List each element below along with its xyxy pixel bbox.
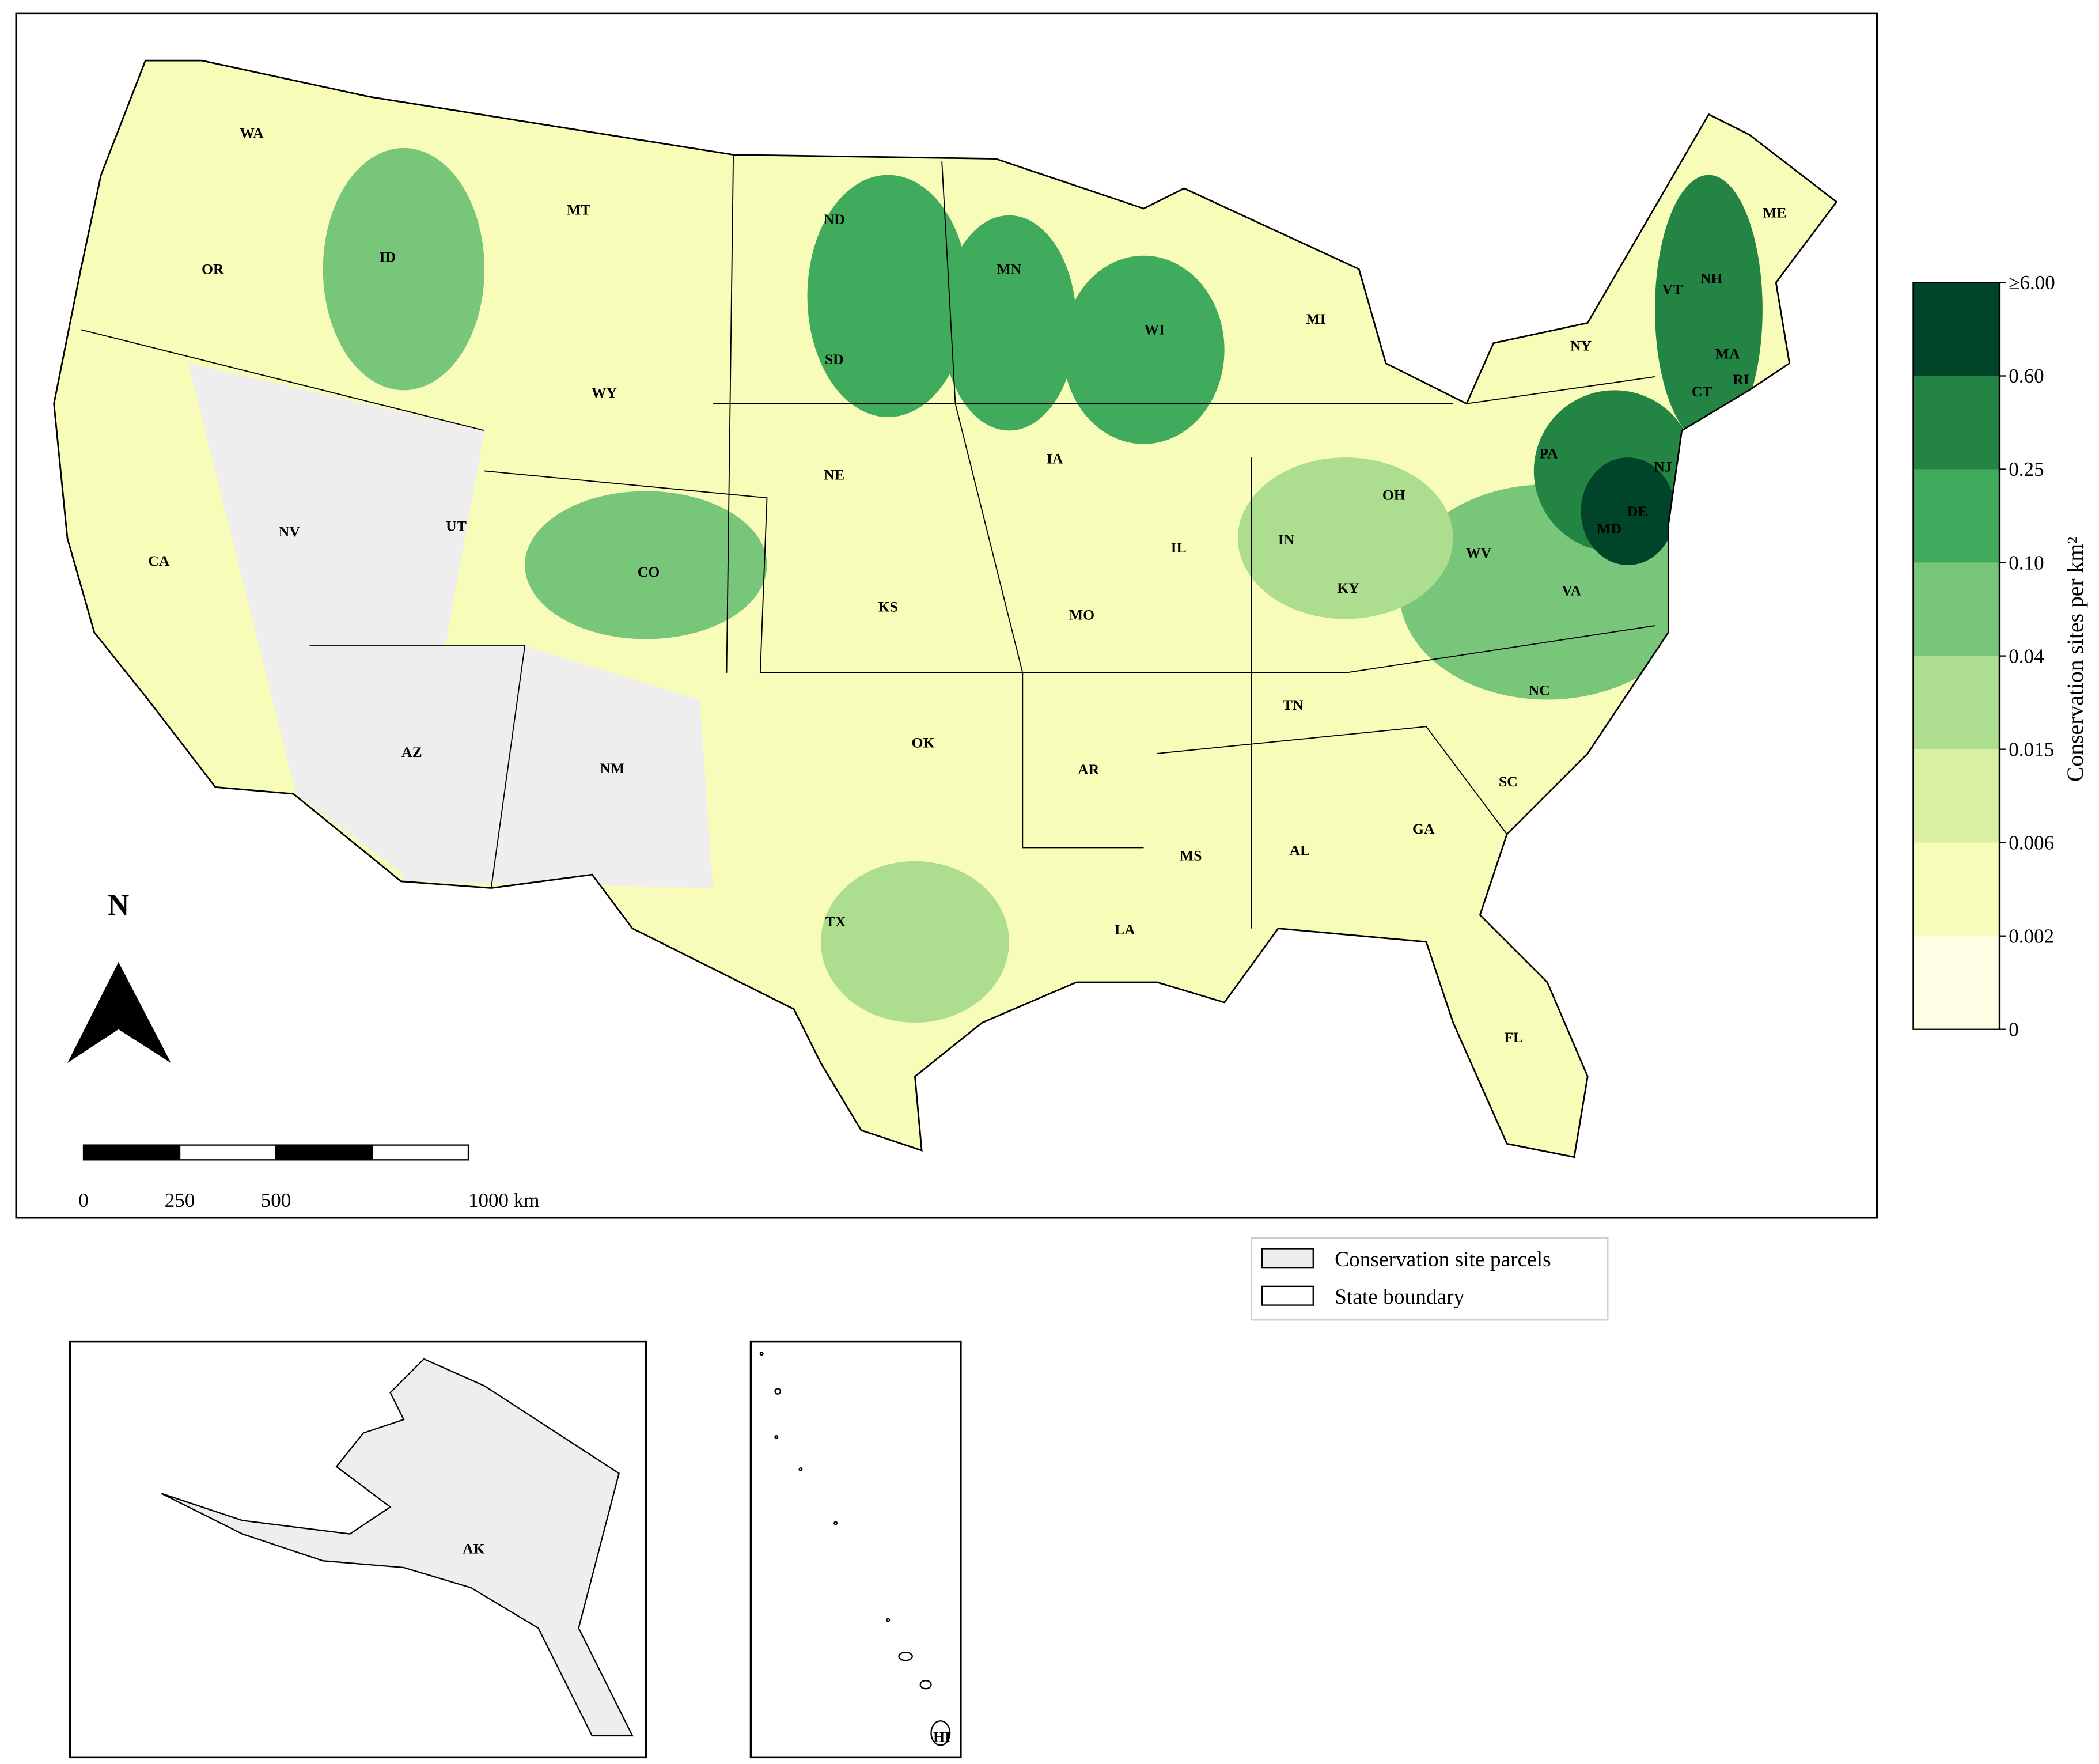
state-label: ME xyxy=(1763,204,1786,221)
state-label: NH xyxy=(1700,270,1723,287)
state-label: MS xyxy=(1180,847,1202,864)
scale-label: 500 xyxy=(261,1189,291,1212)
state-label: NM xyxy=(600,760,625,777)
state-label: OK xyxy=(911,734,934,751)
state-label: WY xyxy=(592,384,617,401)
state-label: AR xyxy=(1078,761,1100,778)
state-label: PA xyxy=(1539,445,1558,461)
state-label: IN xyxy=(1278,531,1295,548)
colorbar-class xyxy=(1913,376,1999,470)
state-label: DE xyxy=(1627,503,1648,520)
state-label: WA xyxy=(240,124,264,141)
state-label: NJ xyxy=(1654,459,1672,475)
state-label: SC xyxy=(1499,773,1518,790)
state-label: LA xyxy=(1115,921,1135,938)
patch xyxy=(820,861,1009,1023)
scale-segment xyxy=(82,1144,181,1161)
colorbar-tick-label: 0 xyxy=(2009,1018,2019,1040)
colorbar-tick-label: 0.60 xyxy=(2009,365,2044,387)
colorbar-tick-label: 0.04 xyxy=(2009,645,2044,667)
scale-segment xyxy=(179,1144,277,1161)
state-label: NC xyxy=(1529,682,1550,698)
state-label: AL xyxy=(1290,842,1310,858)
state-label: RI xyxy=(1733,371,1749,388)
state-label: OH xyxy=(1382,487,1405,504)
parcel-area xyxy=(309,646,714,888)
state-label: CO xyxy=(638,563,660,580)
scale-segment xyxy=(275,1144,373,1161)
colorbar-tick-label: 0.002 xyxy=(2009,925,2054,947)
state-label: NY xyxy=(1570,337,1592,354)
hawaii-islands xyxy=(759,1352,951,1746)
state-label: NV xyxy=(279,523,301,540)
hawaii-inset xyxy=(749,1340,962,1759)
state-label: MI xyxy=(1306,311,1325,327)
colorbar-tick-label: 0.006 xyxy=(2009,831,2054,854)
patch xyxy=(323,147,485,391)
colorbar-tick-label: 0.015 xyxy=(2009,738,2054,760)
colorbar-tick-label: 0.25 xyxy=(2009,458,2044,480)
state-label: SD xyxy=(825,351,844,368)
colorbar-title: Conservation sites per km² xyxy=(2063,537,2088,782)
state-label: MA xyxy=(1715,345,1740,362)
state-label: MT xyxy=(567,202,590,218)
state-label: OR xyxy=(202,260,224,277)
scale-segment xyxy=(371,1144,469,1161)
state-label: ID xyxy=(380,248,396,265)
state-label: VA xyxy=(1562,582,1581,599)
scale-label: 250 xyxy=(165,1189,195,1212)
legend-swatch xyxy=(1261,1285,1314,1306)
colorbar-class xyxy=(1913,562,1999,656)
colorbar-class xyxy=(1913,749,1999,843)
state-label: GA xyxy=(1412,820,1435,837)
colorbar-class xyxy=(1913,842,1999,936)
state-label: FL xyxy=(1504,1029,1523,1046)
state-label: ND xyxy=(824,211,845,228)
state-label: MO xyxy=(1069,607,1094,623)
patch xyxy=(1237,457,1453,619)
inset-label: AK xyxy=(463,1540,485,1557)
legend-label: State boundary xyxy=(1335,1285,1464,1309)
legend-label: Conservation site parcels xyxy=(1335,1248,1551,1271)
state-label: CT xyxy=(1692,383,1712,400)
state-label: TX xyxy=(825,913,846,930)
patch xyxy=(1581,457,1676,565)
patch xyxy=(1655,175,1763,444)
scale-label: 0 xyxy=(78,1189,89,1212)
state-boundaries xyxy=(81,154,1655,929)
state-label: CA xyxy=(148,552,170,569)
state-label: IA xyxy=(1047,451,1063,467)
inset-label: HI xyxy=(933,1729,950,1746)
colorbar-class xyxy=(1913,656,1999,749)
north-label: N xyxy=(108,889,129,922)
state-label: UT xyxy=(446,517,467,534)
scale-label: 1000 km xyxy=(468,1189,540,1212)
alaska-shape xyxy=(161,1358,634,1737)
colorbar-tick-label: 0.10 xyxy=(2009,551,2044,574)
state-label: MN xyxy=(997,260,1022,277)
state-label: AZ xyxy=(401,744,422,760)
state-label: VT xyxy=(1662,281,1683,297)
state-label: TN xyxy=(1283,696,1304,713)
patch xyxy=(942,215,1077,431)
colorbar-class xyxy=(1913,936,1999,1029)
state-label: WI xyxy=(1144,321,1165,338)
state-label: KS xyxy=(878,599,898,615)
legend-swatch xyxy=(1261,1248,1314,1269)
state-label: WV xyxy=(1466,544,1492,561)
patch xyxy=(1063,255,1225,444)
state-label: MD xyxy=(1597,520,1621,537)
patch xyxy=(807,175,969,418)
colorbar-class xyxy=(1913,282,1999,376)
colorbar-class xyxy=(1913,469,1999,563)
state-label: NE xyxy=(824,467,844,483)
north-arrow xyxy=(67,962,171,1063)
state-label: KY xyxy=(1337,580,1359,596)
patch xyxy=(525,491,767,639)
state-label: IL xyxy=(1171,539,1187,556)
colorbar-tick-label: ≥6.00 xyxy=(2009,271,2055,294)
